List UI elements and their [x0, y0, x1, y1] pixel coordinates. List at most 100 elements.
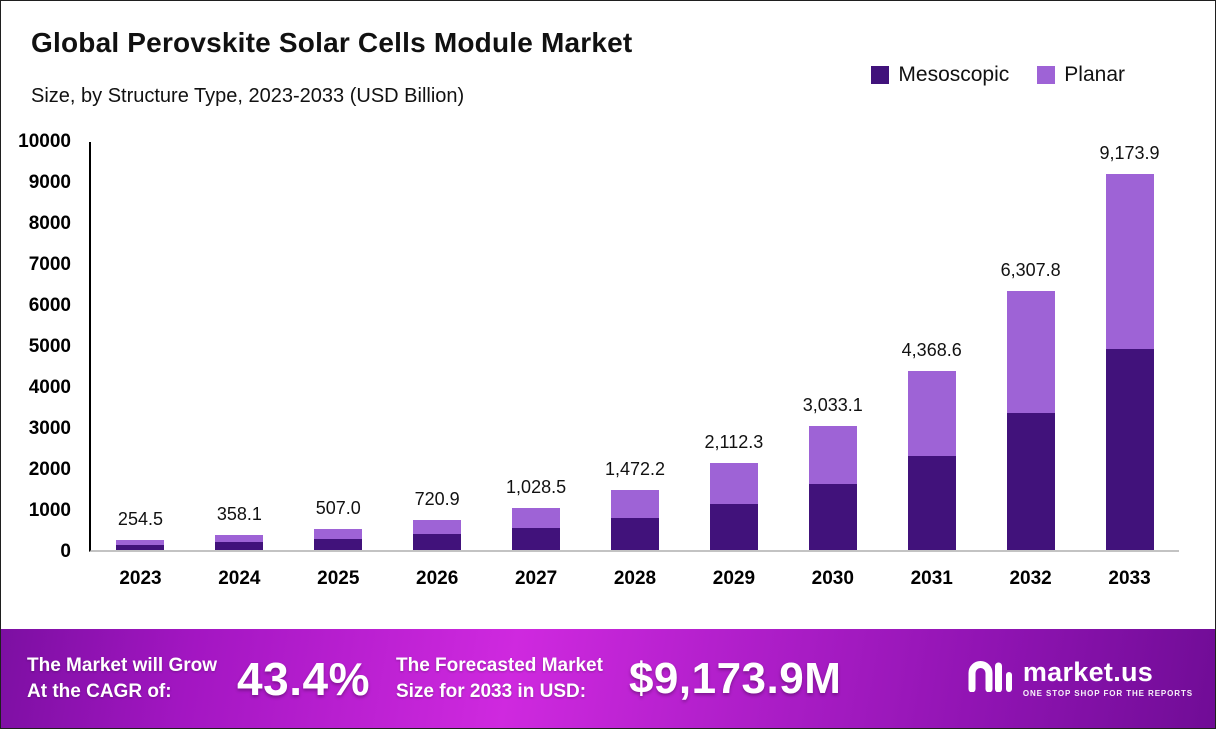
bar-total-label: 4,368.6: [901, 339, 962, 360]
bar-segment-mesoscopic: [512, 527, 561, 550]
x-axis-label: 2028: [613, 568, 657, 589]
y-tick-label: 6000: [28, 295, 71, 316]
bar-total-label: 2,112.3: [704, 432, 764, 453]
forecast-label: The Forecasted Market Size for 2033 in U…: [396, 653, 603, 704]
legend-label-planar: Planar: [1064, 63, 1125, 86]
bar-group: 2,112.3 2029: [684, 142, 783, 589]
bottom-banner: The Market will Grow At the CAGR of: 43.…: [1, 629, 1215, 728]
bar-segment-planar: [709, 463, 758, 505]
bar-segment-planar: [808, 425, 857, 485]
y-tick-label: 1000: [28, 500, 71, 521]
x-axis-label: 2029: [712, 568, 756, 589]
bar-group: 3,033.1 2030: [783, 142, 882, 589]
bar-group: 720.9 2026: [388, 142, 487, 589]
x-axis-label: 2027: [514, 568, 558, 589]
bar-segment-planar: [1006, 291, 1055, 414]
planar-swatch-icon: [1037, 66, 1056, 84]
bar-segment-mesoscopic: [709, 504, 758, 550]
y-tick-label: 8000: [28, 213, 71, 234]
bar-group: 507.0 2025: [289, 142, 388, 589]
legend-item-planar: Planar: [1037, 63, 1125, 87]
plot-area: 254.5 2023 358.1 2024 507.0 2025 720.9 2026 1,02…: [89, 142, 1179, 589]
cagr-value: 43.4%: [237, 652, 370, 705]
page-subtitle: Size, by Structure Type, 2023-2033 (USD …: [31, 85, 465, 107]
bar-total-label: 254.5: [117, 508, 163, 529]
bar-group: 358.1 2024: [190, 142, 289, 589]
bar-segment-mesoscopic: [215, 542, 264, 550]
x-axis-label: 2033: [1108, 568, 1151, 589]
mesoscopic-swatch-icon: [871, 66, 890, 84]
bar-group: 254.5 2023: [91, 142, 190, 589]
x-axis-label: 2023: [119, 568, 162, 589]
forecast-label-line1: The Forecasted Market: [395, 654, 603, 676]
legend-item-mesoscopic: Mesoscopic: [871, 63, 1009, 87]
y-tick-label: 10000: [18, 131, 71, 152]
bar-stack: [215, 535, 264, 550]
bar-total-label: 720.9: [414, 489, 460, 510]
bar-segment-planar: [907, 370, 956, 456]
bar-segment-planar: [215, 535, 264, 543]
bar-total-label: 6,307.8: [1000, 260, 1061, 281]
x-axis-label: 2026: [416, 568, 459, 589]
bar-segment-mesoscopic: [1105, 349, 1154, 550]
market-us-logo-icon: [967, 660, 1013, 697]
bar-total-label: 507.0: [315, 498, 361, 519]
x-axis-label: 2024: [218, 568, 261, 589]
bar-segment-mesoscopic: [116, 544, 165, 550]
bar-stack: [610, 489, 659, 550]
bar-segment-planar: [610, 489, 659, 519]
bar-group: 1,028.5 2027: [487, 142, 586, 589]
bar-stack: [1006, 291, 1055, 550]
bar-segment-planar: [413, 520, 462, 535]
bar-segment-planar: [1105, 173, 1154, 350]
bar-segment-planar: [512, 507, 561, 528]
bar-stack: [314, 529, 363, 550]
bar-stack: [512, 507, 561, 550]
y-tick-label: 3000: [28, 418, 71, 439]
forecast-value: $9,173.9M: [628, 653, 842, 703]
cagr-label-line1: The Market will Grow: [27, 654, 218, 676]
bars-container: 254.5 2023 358.1 2024 507.0 2025 720.9 2026 1,02…: [91, 142, 1179, 589]
brand-name: market.us: [1022, 657, 1154, 687]
bar-total-label: 1,028.5: [506, 476, 567, 497]
brand-block: market.us ONE STOP SHOP FOR THE REPORTS: [967, 659, 1193, 698]
bar-group: 9,173.9 2033: [1080, 142, 1179, 589]
brand-tagline: ONE STOP SHOP FOR THE REPORTS: [1022, 689, 1193, 698]
bar-segment-mesoscopic: [1006, 413, 1055, 550]
bar-stack: [907, 370, 956, 550]
x-axis-label: 2025: [317, 568, 360, 589]
y-axis: 0 1000 2000 3000 4000 5000 6000 7000 8000 9000 100…: [1, 131, 81, 562]
bar-segment-mesoscopic: [808, 484, 857, 550]
brand-text: market.us ONE STOP SHOP FOR THE REPORTS: [1023, 659, 1193, 698]
chart-legend: Mesoscopic Planar: [871, 63, 1125, 87]
forecast-label-line2: Size for 2033 in USD:: [395, 680, 587, 702]
cagr-label: The Market will Grow At the CAGR of:: [27, 653, 217, 704]
page-title: Global Perovskite Solar Cells Module Mar…: [31, 27, 633, 58]
bar-segment-mesoscopic: [907, 455, 956, 550]
y-tick-label: 0: [60, 541, 71, 562]
bar-stack: [116, 539, 165, 550]
x-axis-label: 2030: [811, 568, 854, 589]
x-axis-label: 2032: [1009, 568, 1052, 589]
bar-stack: [413, 520, 462, 550]
legend-label-mesoscopic: Mesoscopic: [898, 63, 1010, 86]
bar-group: 6,307.8 2032: [981, 142, 1080, 589]
bar-segment-planar: [314, 529, 363, 540]
bar-segment-mesoscopic: [610, 518, 659, 550]
bar-group: 1,472.2 2028: [586, 142, 685, 589]
bar-total-label: 3,033.1: [802, 394, 863, 415]
bar-segment-mesoscopic: [413, 534, 462, 550]
cagr-label-line2: At the CAGR of:: [27, 680, 172, 702]
bar-stack: [709, 463, 758, 550]
y-tick-label: 9000: [28, 172, 71, 193]
bar-segment-mesoscopic: [314, 539, 363, 550]
bar-group: 4,368.6 2031: [882, 142, 981, 589]
bar-stack: [808, 425, 857, 550]
bar-total-label: 9,173.9: [1099, 142, 1160, 163]
bar-total-label: 1,472.2: [604, 458, 666, 479]
bar-stack: [1105, 173, 1154, 550]
x-axis-label: 2031: [910, 568, 953, 589]
y-tick-label: 7000: [28, 254, 71, 275]
bar-segment-planar: [116, 539, 165, 545]
